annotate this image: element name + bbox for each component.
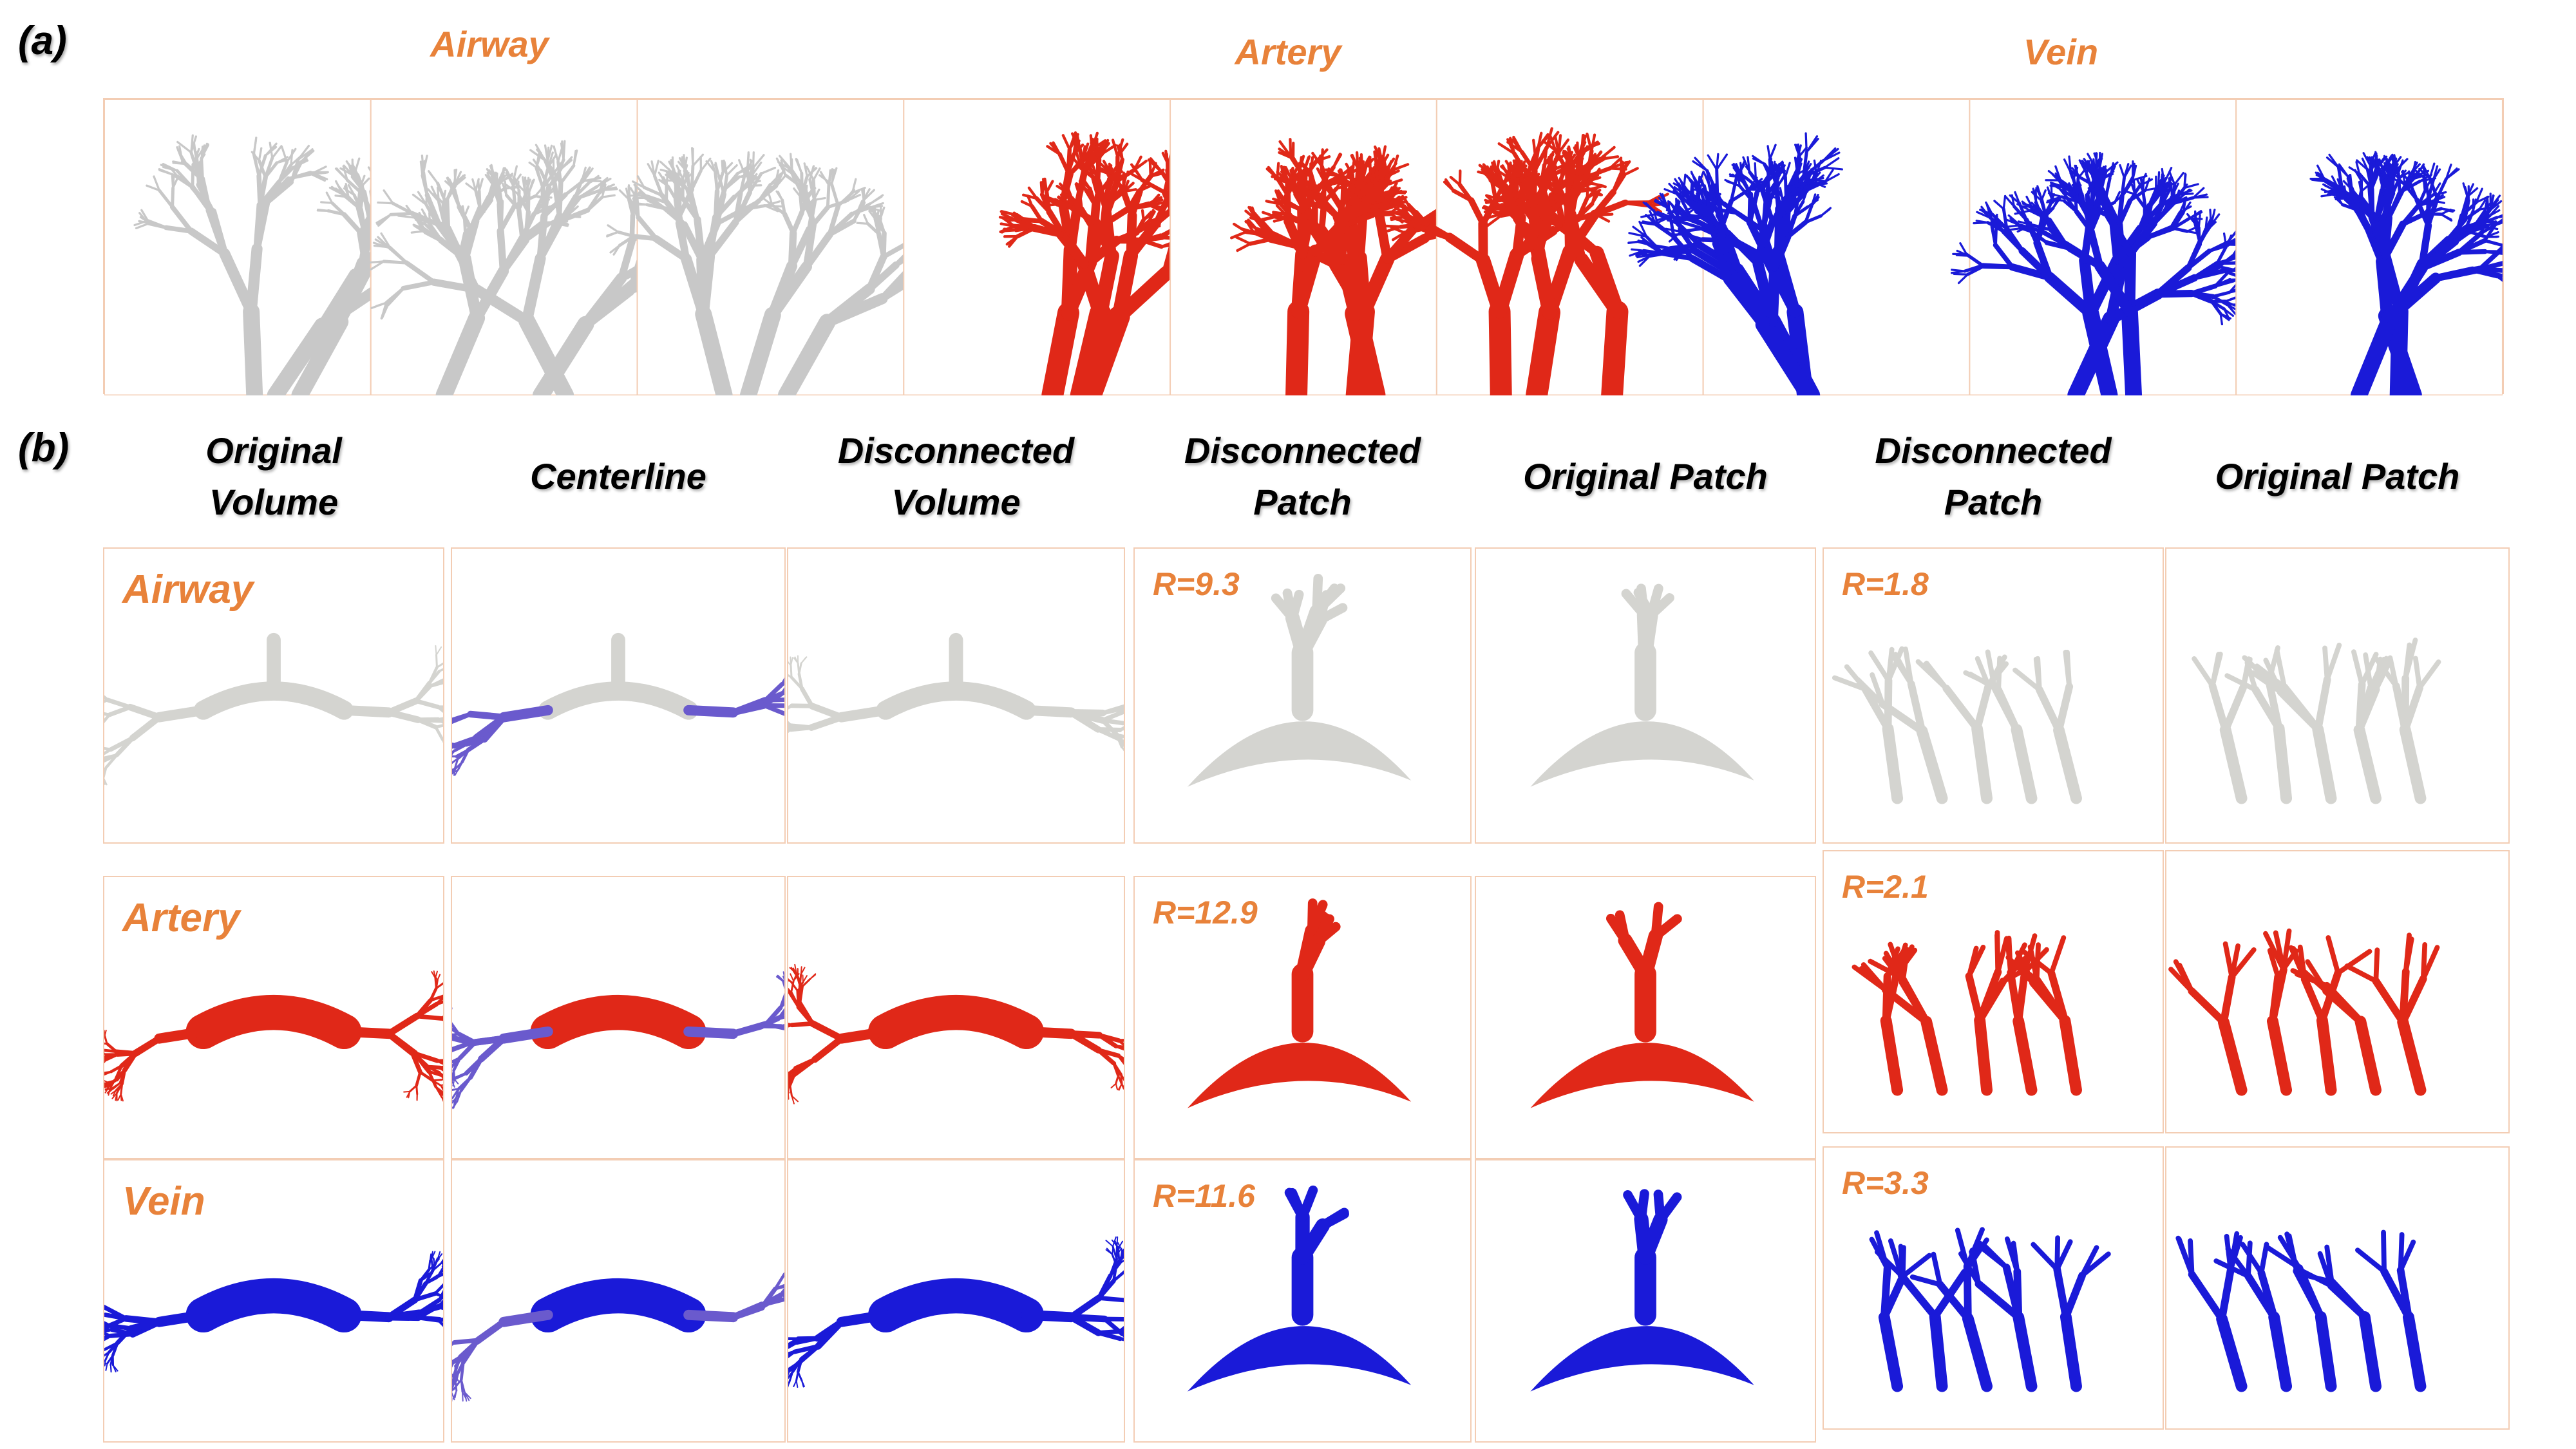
column-header-6: Disconnected Patch (1875, 430, 2112, 522)
tile-airway-col5 (1475, 547, 1816, 844)
panel-b-label: (b) (18, 426, 70, 470)
tile-artery-col2 (451, 876, 786, 1159)
tile-artery-col7 (2165, 850, 2510, 1133)
strip-tile-6 (1384, 99, 1704, 406)
ratio-label-airway-1: R=9.3 (1153, 566, 1240, 602)
tile-vein-col5 (1475, 1159, 1816, 1443)
row-label-artery: Artery (122, 896, 240, 940)
category-label-airway: Airway (430, 24, 549, 64)
tile-artery-col4 (1133, 876, 1472, 1159)
strip-tile-9 (2235, 99, 2553, 404)
ratio-label-artery-2: R=2.1 (1842, 869, 1929, 905)
strip-tile-4 (903, 99, 1258, 406)
ratio-label-vein-2: R=3.3 (1842, 1165, 1929, 1201)
tile-vein-col1 (103, 1159, 444, 1443)
tile-airway-col3 (787, 547, 1125, 844)
column-header-7: Original Patch (2215, 456, 2460, 497)
category-label-artery: Artery (1235, 32, 1341, 72)
tile-vein-col3 (787, 1159, 1125, 1443)
tile-airway-col4 (1133, 547, 1472, 844)
tile-vein-col7 (2165, 1146, 2510, 1430)
column-header-1: Original Volume (205, 430, 342, 522)
ratio-label-vein-1: R=11.6 (1153, 1178, 1255, 1214)
tile-airway-col2 (451, 547, 786, 844)
tile-airway-col7 (2165, 547, 2510, 844)
tile-artery-col5 (1475, 876, 1816, 1159)
tile-airway-col1 (103, 547, 444, 844)
row-label-airway: Airway (122, 567, 254, 612)
ratio-label-artery-1: R=12.9 (1153, 895, 1258, 931)
tile-artery-col1 (103, 876, 444, 1159)
column-header-5: Original Patch (1523, 456, 1768, 497)
strip-tile-5 (1170, 99, 1495, 406)
strip-tile-8 (1950, 99, 2258, 404)
row-label-vein: Vein (122, 1179, 205, 1224)
column-header-4: Disconnected Patch (1184, 430, 1421, 522)
column-header-3: Disconnected Volume (837, 430, 1075, 522)
ratio-label-airway-2: R=1.8 (1842, 566, 1929, 602)
strip-tile-7 (1627, 99, 1971, 404)
panel-a-label: (a) (18, 19, 67, 63)
category-label-vein: Vein (2023, 32, 2099, 72)
strip-tile-2 (368, 99, 746, 404)
vessel-strip (103, 98, 2553, 406)
vessel-strip-graphic (104, 99, 2553, 406)
tile-artery-col6 (1823, 850, 2164, 1133)
tile-artery-col3 (787, 876, 1125, 1159)
tile-vein-col6 (1823, 1146, 2164, 1430)
tile-vein-col4 (1133, 1159, 1472, 1443)
column-header-2: Centerline (530, 456, 706, 497)
tile-vein-col2 (451, 1159, 786, 1443)
tile-airway-col6 (1823, 547, 2164, 844)
